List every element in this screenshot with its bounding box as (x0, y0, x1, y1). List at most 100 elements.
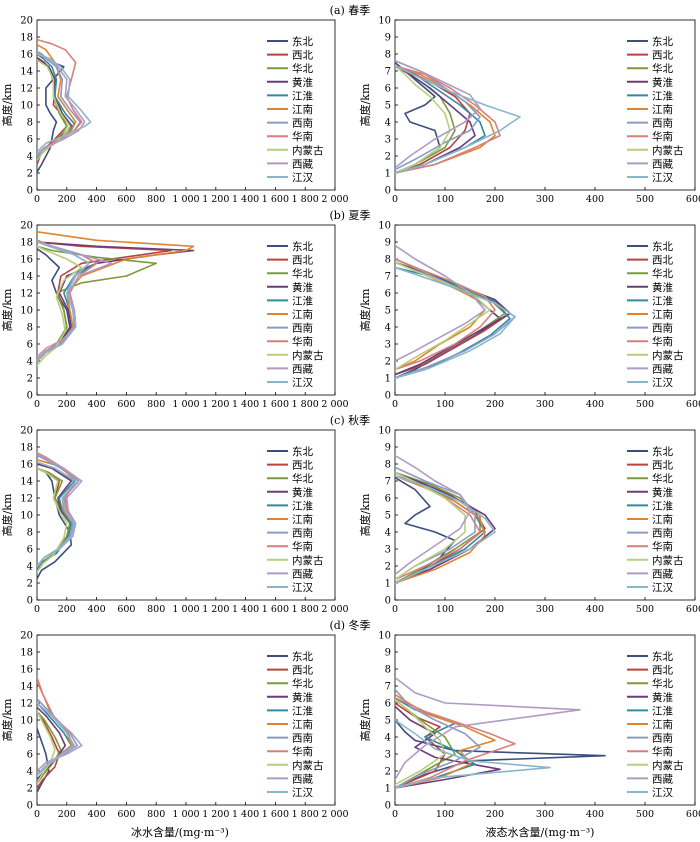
x-tick-label: 400 (586, 604, 604, 615)
y-axis-label: 高度/km (358, 698, 372, 741)
legend-label: 黄淮 (652, 691, 673, 704)
plot-frame (36, 634, 336, 806)
series-group (395, 454, 496, 584)
legend-label: 西南 (292, 527, 313, 540)
series-group (37, 676, 83, 794)
x-tick-label: 600 (117, 809, 135, 820)
legend-label: 西藏 (652, 158, 673, 170)
y-tick-label: 6 (27, 750, 33, 761)
y-tick-label: 6 (385, 699, 391, 710)
y-axis-label: 高度/km (0, 288, 14, 331)
series-line-东北 (37, 727, 50, 794)
y-tick-label: 9 (385, 648, 391, 659)
y-tick-label: 2 (27, 579, 33, 590)
y-tick-label: 1 (385, 784, 391, 795)
y-tick-label: 0 (385, 596, 391, 607)
y-tick-label: 1 (385, 374, 391, 385)
y-tick-label: 1 (385, 579, 391, 590)
x-axis-label-ice: 冰水含量/(mg·m⁻³) (131, 825, 229, 839)
series-group (395, 60, 521, 174)
x-tick-label: 500 (636, 194, 654, 205)
y-tick-label: 0 (27, 391, 33, 402)
legend-label: 江汉 (652, 582, 673, 594)
legend-label: 华南 (292, 130, 313, 143)
y-tick-label: 5 (385, 716, 391, 727)
legend-label: 西北 (292, 460, 313, 472)
x-tick-label: 1 600 (262, 809, 289, 820)
x-tick-label: 600 (117, 604, 135, 615)
series-line-内蒙古 (37, 710, 56, 785)
y-tick-label: 10 (20, 716, 33, 727)
legend-label: 江汉 (652, 172, 673, 184)
legend-label: 华北 (652, 62, 673, 75)
legend-label: 江汉 (292, 787, 313, 799)
y-tick-label: 6 (385, 494, 391, 505)
y-tick-label: 10 (20, 511, 33, 522)
x-tick-label: 0 (392, 604, 398, 615)
legend-label: 内蒙古 (652, 759, 684, 772)
legend-label: 东北 (292, 445, 313, 458)
y-tick-label: 2 (27, 169, 33, 180)
y-tick-label: 10 (378, 426, 391, 437)
legend-label: 江淮 (652, 500, 673, 512)
y-tick-label: 1 (385, 169, 391, 180)
x-tick-label: 600 (117, 194, 135, 205)
series-line-江汉 (395, 65, 521, 174)
y-tick-label: 3 (385, 340, 391, 351)
legend-label: 江淮 (292, 705, 313, 717)
panel-title-winter: (d) 冬季 (329, 618, 370, 632)
x-tick-label: 600 (686, 604, 700, 615)
x-tick-label: 0 (392, 194, 398, 205)
x-tick-label: 1 600 (262, 604, 289, 615)
x-tick-label: 1 200 (202, 399, 229, 410)
x-tick-label: 200 (486, 399, 504, 410)
legend-label: 东北 (292, 240, 313, 253)
x-tick-label: 0 (34, 194, 40, 205)
panel-title-summer: (b) 夏季 (329, 209, 370, 222)
series-line-江汉 (395, 266, 516, 379)
legend-label: 西藏 (652, 773, 673, 785)
legend-label: 江南 (292, 103, 313, 116)
y-tick-label: 4 (27, 562, 33, 573)
y-tick-label: 6 (385, 289, 391, 300)
y-tick-label: 2 (385, 562, 391, 573)
series-group (37, 38, 92, 173)
series-line-西藏 (37, 241, 113, 358)
legend-label: 西北 (652, 665, 673, 677)
y-axis-label: 高度/km (358, 493, 372, 536)
legend-label: 东北 (652, 650, 673, 663)
x-tick-label: 1 400 (232, 194, 259, 205)
legend-label: 西藏 (652, 363, 673, 375)
legend-label: 华北 (292, 62, 313, 75)
y-tick-label: 0 (385, 801, 391, 812)
x-tick-label: 1 000 (172, 399, 199, 410)
series-line-内蒙古 (37, 467, 68, 573)
series-line-内蒙古 (395, 698, 446, 786)
x-axis-label-liquid: 液态水含量/(mg·m⁻³) (486, 825, 595, 839)
x-tick-label: 1 800 (292, 194, 319, 205)
series-line-东北 (37, 467, 73, 580)
plot-frame (36, 429, 336, 601)
y-tick-label: 9 (385, 238, 391, 249)
legend-label: 黄淮 (652, 486, 673, 499)
legend-label: 黄淮 (292, 486, 313, 499)
y-tick-label: 7 (385, 272, 391, 283)
y-tick-label: 2 (385, 152, 391, 163)
x-tick-label: 1 200 (202, 194, 229, 205)
legend-label: 江南 (652, 513, 673, 526)
series-line-江汉 (395, 719, 551, 789)
series-line-内蒙古 (395, 261, 491, 371)
x-tick-label: 300 (536, 399, 554, 410)
legend-label: 内蒙古 (292, 554, 324, 567)
y-tick-label: 2 (27, 374, 33, 385)
x-tick-label: 2 000 (321, 809, 348, 820)
legend-label: 江汉 (292, 582, 313, 594)
y-tick-label: 2 (385, 357, 391, 368)
y-tick-label: 0 (27, 801, 33, 812)
x-tick-label: 1 600 (262, 194, 289, 205)
series-line-东北 (395, 719, 606, 789)
y-tick-label: 8 (385, 50, 391, 61)
legend-label: 华南 (652, 130, 673, 143)
